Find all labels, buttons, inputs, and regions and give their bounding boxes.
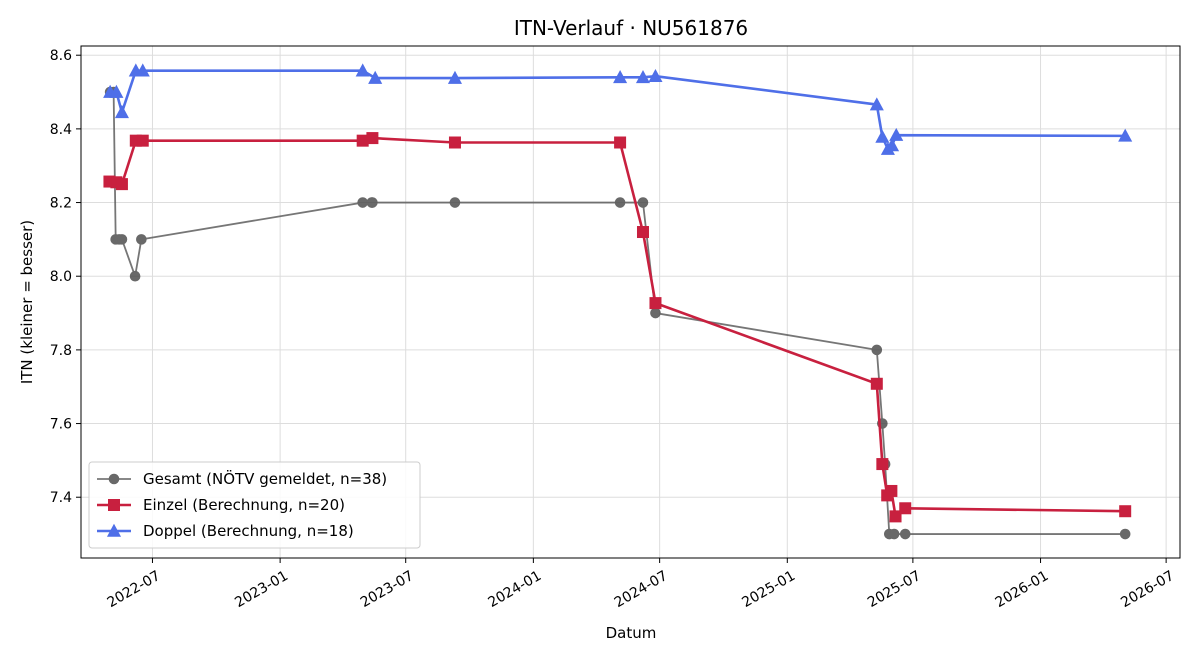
- x-tick-label: 2024-01: [486, 568, 545, 611]
- y-tick-label: 8.6: [50, 48, 72, 64]
- data-point: [889, 127, 904, 141]
- y-tick-label: 7.4: [50, 490, 72, 506]
- data-point: [650, 307, 661, 319]
- data-point: [368, 70, 383, 84]
- data-point: [614, 197, 626, 208]
- data-point: [635, 70, 651, 84]
- x-tick-label: 2024-07: [612, 568, 671, 611]
- data-point: [613, 70, 628, 84]
- data-point: [116, 234, 128, 245]
- x-tick-label: 2025-07: [865, 568, 924, 611]
- data-point: [135, 63, 150, 77]
- legend-entry-3: [97, 523, 131, 537]
- x-axis-label: Datum: [606, 624, 657, 642]
- data-point: [1118, 128, 1133, 142]
- data-point: [870, 377, 883, 390]
- data-point: [614, 136, 627, 149]
- data-point: [448, 136, 461, 149]
- data-point: [876, 458, 889, 471]
- data-point: [636, 226, 649, 239]
- data-point: [1119, 505, 1132, 518]
- data-point: [648, 68, 663, 82]
- data-point: [447, 70, 463, 84]
- legend: Gesamt (NÖTV gemeldet, n=38) Einzel (Bere…: [88, 461, 421, 549]
- series-line: [109, 136, 1126, 518]
- data-point: [355, 63, 370, 77]
- data-point: [129, 270, 141, 282]
- data-point: [366, 132, 379, 145]
- legend-label: Doppel (Berechnung, n=18): [143, 522, 354, 540]
- legend-marker: [108, 499, 120, 511]
- x-tick-label: 2023-07: [358, 568, 417, 611]
- data-point: [871, 344, 883, 356]
- y-axis-label: ITN (kleiner = besser): [18, 220, 36, 384]
- data-point: [115, 178, 128, 191]
- legend-entry-1: [97, 473, 131, 485]
- data-point: [885, 484, 898, 497]
- series-2: [103, 132, 1132, 523]
- x-tick-label: 2023-01: [232, 568, 291, 611]
- data-point: [899, 528, 911, 540]
- legend-box: [88, 461, 421, 549]
- data-point: [889, 510, 902, 523]
- x-tick-label: 2022-07: [105, 568, 164, 611]
- data-point: [114, 105, 129, 119]
- data-point: [1119, 528, 1131, 540]
- y-tick-label: 8.2: [50, 196, 72, 212]
- series-3: [103, 63, 1133, 155]
- data-point: [136, 234, 147, 245]
- y-tick-label: 7.8: [50, 343, 72, 359]
- data-point: [899, 502, 912, 515]
- y-axis: 7.4 7.6 7.8 8.0 8.2 8.4 8.6: [50, 48, 81, 506]
- data-point: [637, 197, 649, 208]
- data-point: [357, 197, 368, 208]
- data-point: [885, 138, 900, 152]
- x-tick-label: 2025-01: [739, 568, 798, 611]
- y-tick-label: 8.0: [50, 269, 72, 285]
- data-point: [649, 297, 662, 310]
- chart-title: ITN-Verlauf · NU561876: [514, 16, 748, 40]
- data-point: [136, 134, 149, 147]
- y-tick-label: 8.4: [50, 122, 72, 138]
- plot-frame: [80, 45, 1181, 559]
- legend-label: Einzel (Berechnung, n=20): [143, 496, 345, 514]
- legend-marker: [108, 473, 120, 485]
- data-point: [869, 97, 884, 111]
- x-axis: 2022-07 2023-01 2023-07 2024-01 2024-07 2025-…: [105, 558, 1177, 611]
- y-tick-label: 7.6: [50, 417, 72, 433]
- legend-marker: [106, 523, 122, 537]
- x-tick-label: 2026-07: [1118, 568, 1177, 611]
- data-point: [449, 197, 461, 208]
- legend-entry-2: [97, 499, 131, 511]
- x-tick-label: 2026-01: [993, 568, 1052, 611]
- data-point: [875, 129, 890, 143]
- series-layer: [103, 63, 1133, 540]
- legend-label: Gesamt (NÖTV gemeldet, n=38): [143, 469, 387, 488]
- data-point: [888, 528, 900, 540]
- data-point: [109, 84, 124, 98]
- data-point: [367, 197, 378, 208]
